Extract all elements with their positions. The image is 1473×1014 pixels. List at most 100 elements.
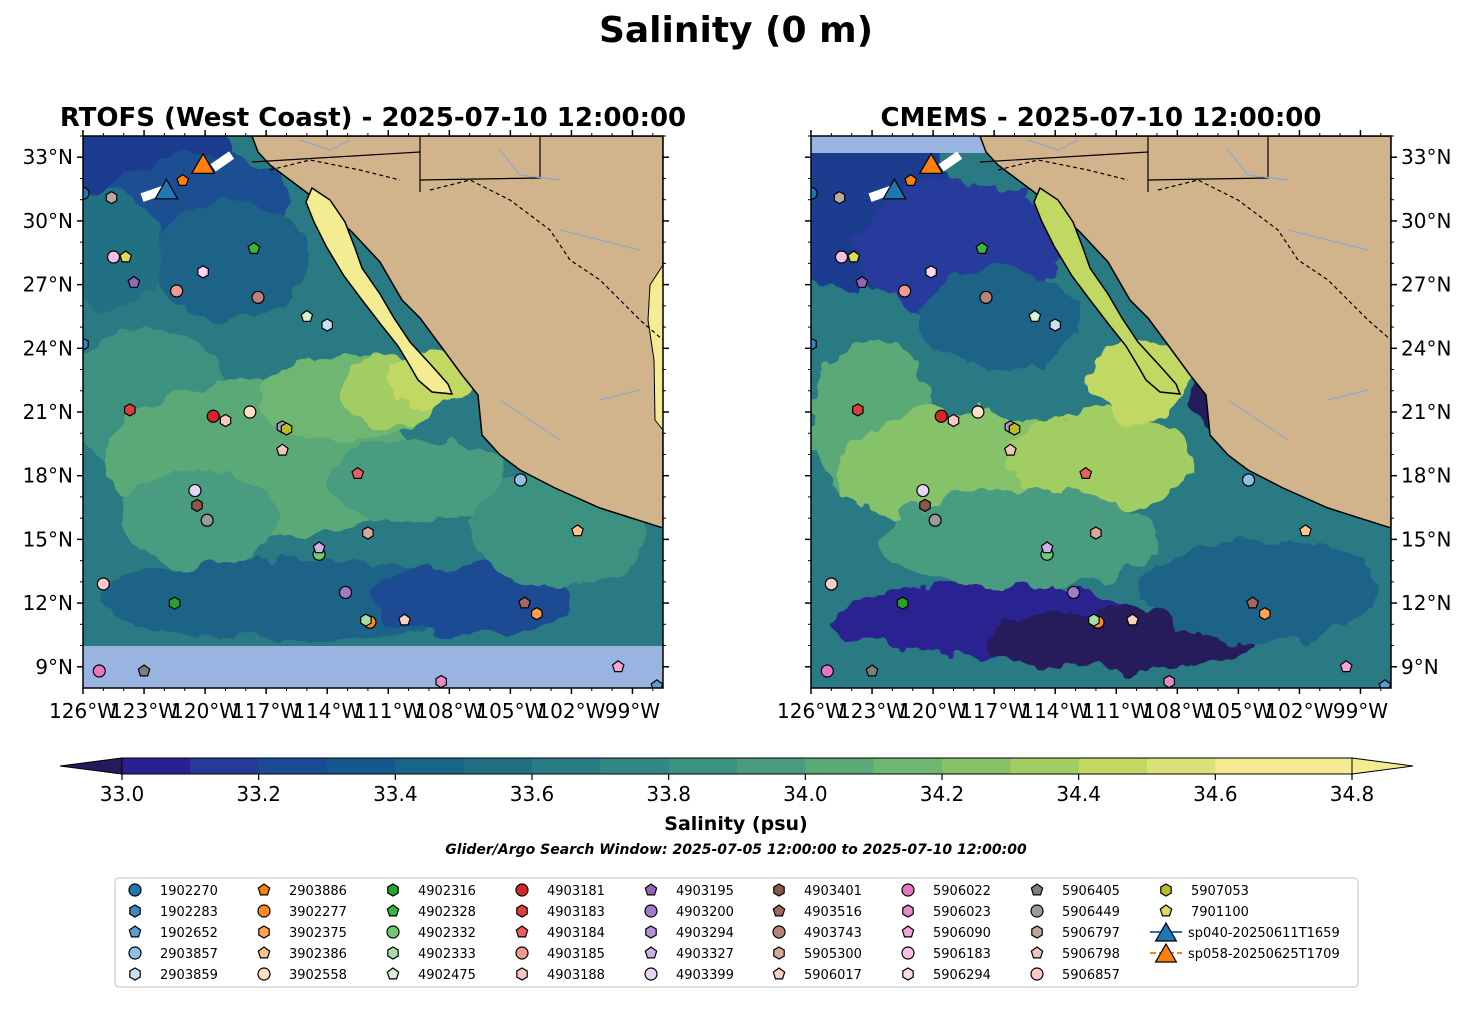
rtofs-ytick-label: 30°N — [23, 209, 73, 233]
cmems-float-4903401 — [919, 498, 931, 513]
legend-marker-4903200 — [644, 904, 658, 918]
rtofs-ytick-label: 15°N — [23, 527, 73, 551]
legend-label: 5906022 — [933, 884, 991, 899]
cmems-float-4903195 — [855, 275, 869, 288]
rtofs-float-5906798 — [275, 443, 289, 456]
rtofs-xtick-label: 120°W — [171, 699, 239, 723]
cmems-xtick-label: 108°W — [1143, 699, 1211, 723]
cmems-glider-sp040-20250611T1659 — [882, 178, 907, 200]
colorbar-segment — [463, 758, 533, 774]
legend-label: 4903200 — [676, 905, 734, 920]
rtofs-float-4902475 — [300, 309, 314, 322]
cmems-float-3902386 — [1299, 524, 1312, 537]
legend-label: 4902328 — [418, 905, 476, 920]
legend-label: 4902332 — [418, 926, 476, 941]
colorbar-tick-label: 33.4 — [373, 782, 418, 806]
rtofs-xtick-label: 105°W — [476, 699, 544, 723]
rtofs-float-4902333 — [360, 613, 372, 627]
cmems-ytick-label: 21°N — [1401, 400, 1451, 424]
cmems-float-5906017 — [1126, 613, 1140, 626]
legend-label: 4903184 — [547, 926, 605, 941]
rtofs-float-7901100 — [119, 250, 133, 263]
legend-label: 5906183 — [933, 947, 991, 962]
legend-marker-4903195 — [644, 883, 658, 896]
cmems-float-5906797 — [833, 190, 846, 205]
legend-label: 2903886 — [289, 884, 347, 899]
cmems-float-4903516 — [1246, 596, 1260, 609]
legend-marker-4903188 — [516, 967, 528, 981]
legend-label: 5906449 — [1062, 905, 1120, 920]
colorbar-segment — [122, 758, 191, 774]
cmems-float-5906183 — [834, 250, 849, 264]
legend-marker-4903185 — [515, 946, 529, 960]
legend-marker-5906857 — [1030, 967, 1044, 981]
cmems-float-1902270 — [811, 186, 818, 200]
colorbar-segment — [805, 758, 875, 774]
rtofs-float-3902375 — [530, 607, 543, 621]
rtofs-ytick-label: 27°N — [23, 273, 73, 297]
legend-label: 5905300 — [804, 947, 862, 962]
rtofs-panel: RTOFS (West Coast) - 2025-07-10 12:00:00 — [23, 103, 687, 723]
cmems-float-7901100 — [847, 250, 861, 263]
colorbar-segment — [668, 758, 738, 774]
colorbar-segment — [532, 758, 601, 774]
legend-marker-5905300 — [773, 946, 785, 960]
legend-marker-5906017 — [772, 967, 786, 980]
colorbar-tick-label: 34.2 — [920, 782, 965, 806]
cmems-float-4902316 — [896, 596, 909, 610]
rtofs-float-5906797 — [105, 190, 118, 205]
cmems-float-4902328 — [975, 241, 989, 254]
cmems-float-2903886 — [904, 173, 918, 186]
cmems-glider-track-sp058-20250625T1709 — [938, 151, 963, 172]
legend-label: 4903327 — [676, 947, 734, 962]
legend-label: 3902558 — [289, 968, 347, 983]
rtofs-panel-title: RTOFS (West Coast) - 2025-07-10 12:00:00 — [60, 103, 686, 133]
rtofs-float-4903399 — [188, 483, 202, 498]
legend-marker-3902558 — [257, 967, 271, 981]
legend-marker-3902386 — [257, 946, 271, 959]
legend-marker-4903183 — [516, 904, 528, 918]
colorbar-label: Salinity (psu) — [664, 813, 807, 835]
rtofs-float-4902328 — [247, 241, 261, 254]
legend-label: 4903188 — [547, 968, 605, 983]
cmems-xtick-label: 102°W — [1265, 699, 1333, 723]
cmems-float-4903327 — [1040, 541, 1054, 554]
cmems-xtick-label: 126°W — [777, 699, 845, 723]
rtofs-float-3902558 — [243, 405, 257, 419]
legend-marker-1902283 — [129, 904, 141, 918]
legend-marker-1902652 — [128, 925, 142, 938]
rtofs-float-4903401 — [191, 498, 203, 513]
colorbar-segment — [395, 758, 465, 774]
cmems-ytick-label: 15°N — [1401, 527, 1451, 551]
cmems-ticks: 126°W123°W120°W117°W114°W111°W108°W105°W… — [777, 130, 1451, 723]
legend-marker-4902332 — [386, 925, 400, 939]
legend-label: 7901100 — [1191, 905, 1249, 920]
legend-label: 4902316 — [418, 884, 476, 899]
rtofs-xtick-label: 108°W — [415, 699, 483, 723]
legend-marker-3902375 — [258, 925, 270, 939]
colorbar-tick-label: 34.0 — [783, 782, 828, 806]
legend-label: sp058-20250625T1709 — [1188, 947, 1340, 962]
legend-marker-sp040-20250611T1659 — [1154, 921, 1178, 942]
legend-marker-5906090 — [901, 925, 915, 938]
cmems-float-1902652 — [1378, 679, 1391, 688]
rtofs-float-2903886 — [176, 173, 190, 186]
rtofs-float-1902652 — [650, 679, 663, 688]
cmems-float-4903184 — [1079, 466, 1093, 479]
rtofs-float-5906449 — [200, 513, 214, 527]
legend-label: 3902386 — [289, 947, 347, 962]
rtofs-float-5906022 — [92, 664, 106, 678]
cmems-xtick-label: 123°W — [838, 699, 906, 723]
cmems-xtick-label: 99°W — [1333, 699, 1388, 723]
cmems-xtick-label: 117°W — [960, 699, 1028, 723]
rtofs-markers — [83, 151, 663, 688]
cmems-float-4903399 — [916, 483, 930, 498]
cmems-xtick-label: 111°W — [1082, 699, 1150, 723]
legend-label: 3902375 — [289, 926, 347, 941]
cmems-float-4903743 — [979, 290, 993, 304]
colorbar-tick-label: 33.8 — [646, 782, 691, 806]
cmems-float-4903188 — [947, 413, 960, 428]
cmems-ytick-label: 9°N — [1401, 655, 1439, 679]
legend-label: 4903183 — [547, 905, 605, 920]
legend-label: 4903743 — [804, 926, 862, 941]
